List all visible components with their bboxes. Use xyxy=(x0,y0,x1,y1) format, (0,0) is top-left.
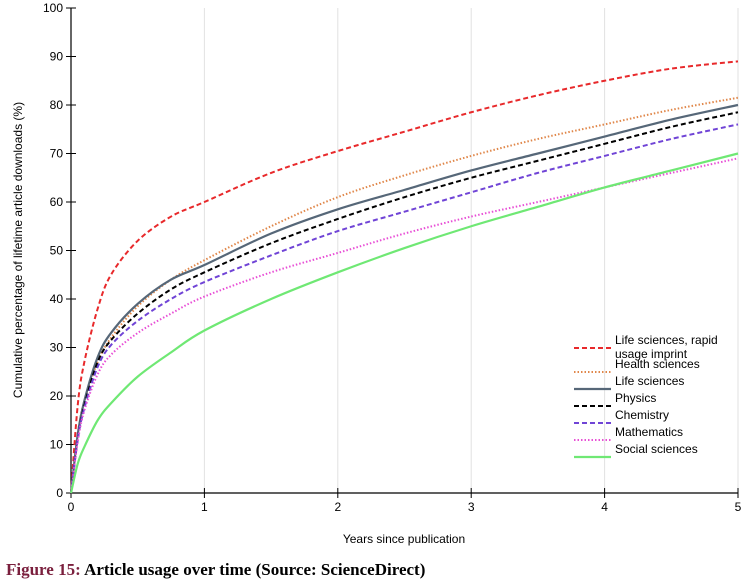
legend-label-0: Life sciences, rapid usage imprint xyxy=(615,333,718,361)
grid xyxy=(203,8,739,493)
x-tick-label: 0 xyxy=(68,500,75,514)
series-line-2 xyxy=(69,103,739,494)
y-tick-label: 20 xyxy=(50,389,64,403)
y-tick-label: 40 xyxy=(50,292,64,306)
y-tick-label: 50 xyxy=(50,244,64,258)
axes: 0 10 20 30 40 50 60 70 80 90 100 0 1 2 3 4 5 xyxy=(43,1,742,514)
x-tick-label: 3 xyxy=(468,500,475,514)
legend-label-6: Social sciences xyxy=(615,442,698,456)
legend: Life sciences, rapid usage imprintHealth … xyxy=(574,333,718,459)
figure-caption-lead: Figure 15: xyxy=(6,560,81,579)
y-tick-label: 60 xyxy=(50,195,64,209)
series-lines xyxy=(69,60,739,494)
y-tick-label: 0 xyxy=(56,486,63,500)
y-tick-label: 80 xyxy=(50,98,64,112)
y-tick-label: 100 xyxy=(43,1,63,15)
x-axis-title: Years since publication xyxy=(343,532,465,546)
series-line-0 xyxy=(70,60,739,494)
chart: 0 10 20 30 40 50 60 70 80 90 100 0 1 2 3 4 5 Life scienc… xyxy=(11,1,742,546)
x-tick-label: 1 xyxy=(201,500,208,514)
series-line-4 xyxy=(70,123,739,494)
legend-label-5: Mathematics xyxy=(615,425,683,439)
series-line-3 xyxy=(70,111,739,494)
legend-label-4: Chemistry xyxy=(615,408,669,422)
figure-caption: Figure 15: Article usage over time (Sour… xyxy=(6,560,425,580)
x-tick-label: 4 xyxy=(601,500,608,514)
series-line-1 xyxy=(70,96,739,494)
y-tick-label: 90 xyxy=(50,50,64,64)
legend-label-3: Physics xyxy=(615,391,656,405)
series-line-6 xyxy=(69,152,739,494)
y-tick-label: 30 xyxy=(50,341,64,355)
y-tick-label: 10 xyxy=(50,438,64,452)
y-axis-title: Cumulative percentage of lifetime articl… xyxy=(11,102,25,398)
x-tick-label: 2 xyxy=(334,500,341,514)
figure-caption-text: Article usage over time (Source: Science… xyxy=(80,560,426,579)
x-tick-label: 5 xyxy=(735,500,742,514)
legend-label-1: Health sciences xyxy=(615,357,700,371)
legend-label-2: Life sciences xyxy=(615,374,684,388)
series-line-5 xyxy=(70,157,739,494)
y-tick-label: 70 xyxy=(50,147,64,161)
